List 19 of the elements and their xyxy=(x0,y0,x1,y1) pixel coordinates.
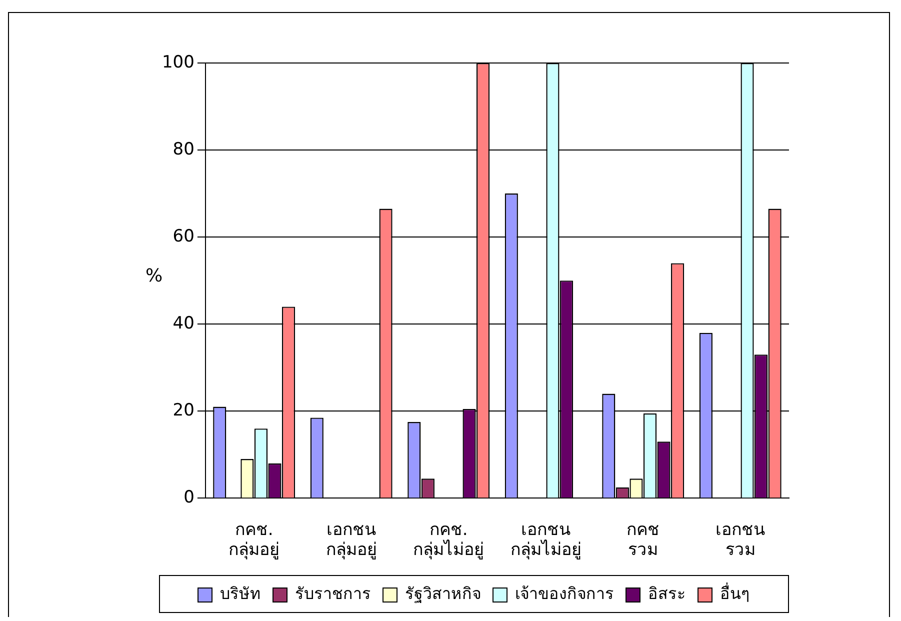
legend-label: รัฐวิสาหกิจ xyxy=(405,584,481,604)
y-tick-label: 40 xyxy=(172,314,194,334)
y-tick-label: 20 xyxy=(172,400,194,421)
x-tick-label: เอกชน กลุ่มอยู่ xyxy=(326,520,377,560)
y-tick-label: 100 xyxy=(162,52,194,72)
y-axis-title: % xyxy=(145,265,163,286)
y-tick-label: 60 xyxy=(172,226,194,246)
x-tick-label: กคช รวม xyxy=(626,520,660,560)
legend-label: บริษัท xyxy=(220,584,261,604)
x-tick-label: เอกชน กลุ่มไม่อยู่ xyxy=(510,520,582,560)
legend-label: เจ้าของกิจการ xyxy=(515,584,614,604)
y-tick-label: 80 xyxy=(172,139,194,160)
legend-label: รับราชการ xyxy=(295,584,371,604)
x-tick-label: เอกชน รวม xyxy=(715,520,766,560)
x-tick-label: กคช. กลุ่มอยู่ xyxy=(228,520,280,560)
legend-label: อิสระ xyxy=(648,584,686,604)
x-tick-label: กคช. กลุ่มไม่อยู่ xyxy=(413,520,484,560)
y-tick-label: 0 xyxy=(184,488,194,508)
legend-label: อื่นๆ xyxy=(720,582,750,604)
